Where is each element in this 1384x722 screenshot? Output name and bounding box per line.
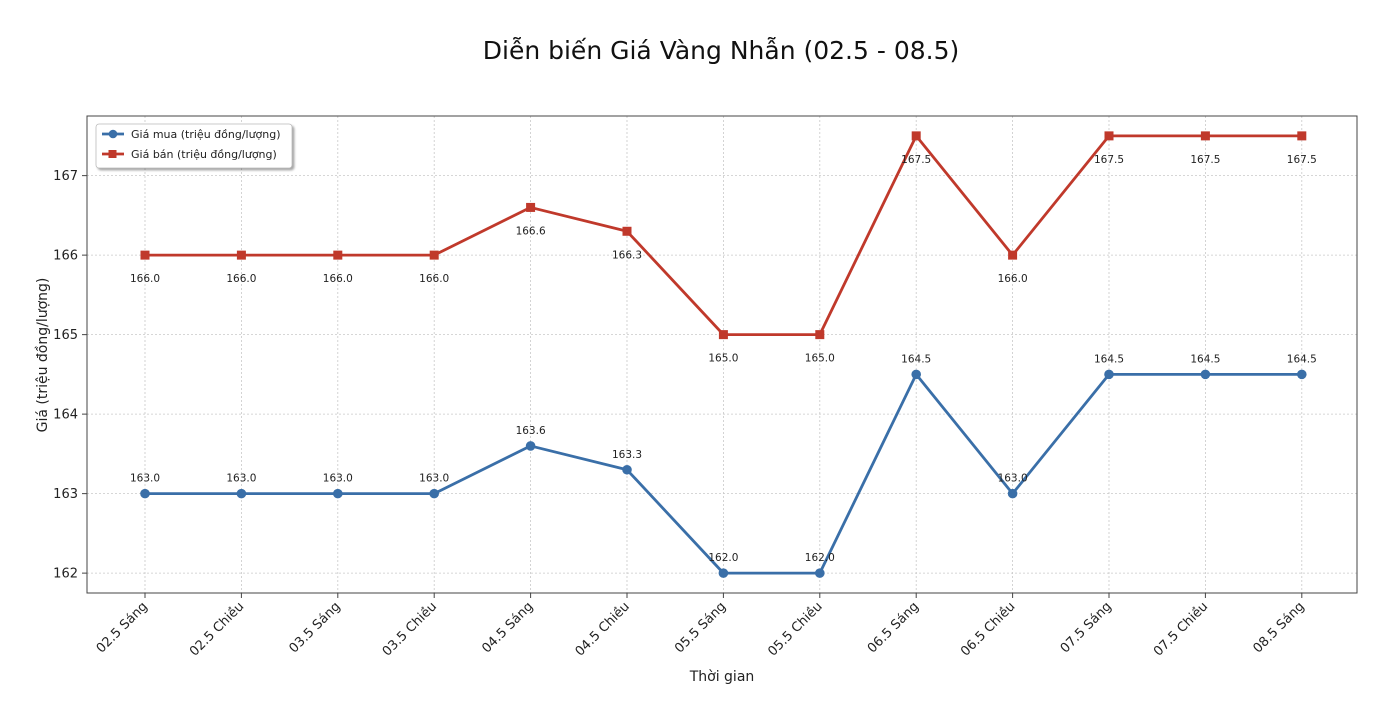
sell-series-data-label: 167.5 [1287,154,1317,166]
chart-title: Diễn biến Giá Vàng Nhẫn (02.5 - 08.5) [483,36,960,65]
sell-series-data-label: 166.0 [226,273,256,285]
sell-series-point [140,250,150,260]
legend: Giá mua (triệu đồng/lượng) Giá bán (triệu… [95,123,293,169]
x-tick-label: 02.5 Chiều [187,599,247,659]
buy-series-point [718,568,729,578]
y-tick-label: 166 [53,249,78,264]
y-tick-label: 162 [53,567,78,582]
buy-series-point [1007,488,1018,499]
buy-series-point [140,488,150,499]
x-tick-label: 08.5 Sáng [1250,599,1307,656]
sell-series-data-label: 165.0 [805,353,835,365]
buy-series-point [622,464,632,475]
buy-series-data-label: 164.5 [1094,353,1124,365]
legend-buy-label: Giá mua (triệu đồng/lượng) [131,128,281,141]
sell-series-point [429,250,439,260]
buy-series-data-label: 164.5 [1190,353,1220,365]
buy-series-point [1200,369,1211,380]
sell-series-data-label: 166.6 [516,225,546,237]
buy-series-data-label: 164.5 [1287,353,1317,365]
x-tick-label: 04.5 Chiều [573,599,633,659]
sell-series-point [911,131,921,141]
sell-series-data-label: 166.3 [612,249,642,261]
sell-series-data-label: 166.0 [419,273,449,285]
sell-series-data-label: 166.0 [998,273,1028,285]
sell-series-point [1104,131,1114,141]
buy-series-point [1297,369,1307,380]
sell-series-data-label: 165.0 [708,353,738,365]
buy-series-point [429,488,440,499]
x-tick-label: 05.5 Chiều [765,599,825,659]
x-axis-label: Thời gian [689,669,755,685]
legend-sell-marker [108,150,117,158]
buy-series-data-label: 163.0 [130,473,160,485]
buy-series-data-label: 163.6 [516,425,546,437]
sell-series-data-label: 166.0 [323,273,353,285]
x-tick-label: 06.5 Sáng [865,599,922,656]
buy-series-data-label: 163.3 [612,449,642,461]
y-axis-label: Giá (triệu đồng/lượng) [34,278,51,433]
data-labels: 163.0 163.0 163.0 163.0 163.6 163.3 162.0 162.0… [130,154,1317,564]
x-tick-label: 07.5 Chiều [1151,599,1211,659]
sell-series-data-label: 167.5 [901,154,931,166]
sell-series-point [526,202,536,212]
y-tick-label: 167 [53,169,78,184]
series-layer [140,131,1307,578]
buy-series-data-label: 164.5 [901,353,931,365]
sell-series-point [1200,131,1210,141]
x-tick-label: 07.5 Sáng [1058,599,1115,656]
x-tick-label: 02.5 Sáng [94,599,151,656]
sell-series-data-label: 167.5 [1094,154,1124,166]
x-tick-label: 04.5 Sáng [479,599,536,656]
buy-series-data-label: 162.0 [708,552,738,564]
sell-series-point [815,330,825,340]
buy-series-point [1104,369,1114,380]
buy-series-point [911,369,921,380]
sell-series-data-label: 167.5 [1190,154,1220,166]
buy-series-data-label: 163.0 [998,473,1028,485]
x-tick-label: 06.5 Chiều [958,599,1018,659]
sell-series-point [718,330,728,340]
x-tick-label: 03.5 Chiều [380,599,440,659]
sell-series-point [1297,131,1307,141]
sell-series-point [333,250,343,260]
sell-series-point [622,226,632,236]
y-tick-label: 164 [53,408,78,423]
sell-series-data-label: 166.0 [130,273,160,285]
plot-area [86,115,1358,594]
sell-series-point [236,250,246,260]
x-tick-label: 05.5 Sáng [672,599,729,656]
buy-series-point [236,488,247,499]
y-tick-label: 163 [53,487,78,502]
buy-series-data-label: 162.0 [805,552,835,564]
buy-series-data-label: 163.0 [226,473,256,485]
grid [87,116,1357,593]
buy-series-data-label: 163.0 [419,473,449,485]
buy-series-point [333,488,343,499]
sell-series-point [1008,250,1018,260]
x-tick-label: 03.5 Sáng [286,599,343,656]
buy-series-point [525,441,536,451]
legend-box [95,123,293,169]
buy-series-point [815,568,825,578]
legend-sell-label: Giá bán (triệu đồng/lượng) [131,148,277,161]
legend-buy-marker [108,129,118,139]
buy-series-data-label: 163.0 [323,473,353,485]
y-tick-label: 165 [53,328,78,343]
